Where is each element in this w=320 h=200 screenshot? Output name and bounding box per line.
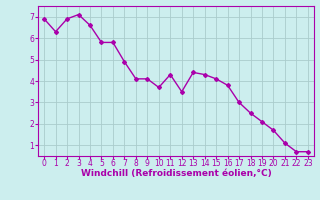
X-axis label: Windchill (Refroidissement éolien,°C): Windchill (Refroidissement éolien,°C) bbox=[81, 169, 271, 178]
